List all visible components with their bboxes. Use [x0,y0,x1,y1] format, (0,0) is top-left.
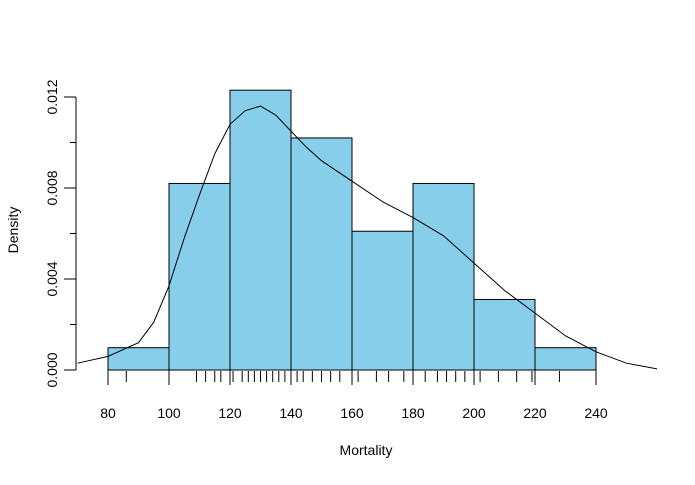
x-tick-label: 220 [523,405,547,421]
x-tick-label: 240 [584,405,608,421]
histogram-bar-220-240 [534,347,597,371]
histogram-bar-120-140 [229,89,292,371]
histogram-bar-100-120 [168,182,231,371]
x-tick-label: 180 [401,405,425,421]
histogram-bar-160-180 [351,230,414,371]
x-tick-label: 80 [100,405,116,421]
x-axis: 80 100 120 140 160 180 200 220 240 [100,369,608,421]
histogram-bar-80-100 [107,347,170,371]
x-tick-label: 100 [157,405,181,421]
y-axis: 0.000 0.004 0.008 0.012 [44,79,77,388]
x-tick-label: 200 [462,405,486,421]
density-curve-layer [77,105,658,370]
histogram-bar-180-200 [412,182,475,371]
y-tick-label: 0.000 [44,352,60,387]
y-tick-label: 0.004 [44,261,60,296]
density-curve-line [77,105,658,370]
y-axis-title: Density [5,207,21,254]
x-tick-label: 160 [340,405,364,421]
rug-layer [125,371,560,382]
x-tick-label: 120 [218,405,242,421]
histogram-bar-140-160 [290,137,353,371]
histogram-bar-200-220 [473,298,536,371]
x-tick-label: 140 [279,405,303,421]
y-tick-label: 0.008 [44,170,60,205]
y-tick-label: 0.012 [44,79,60,114]
x-axis-title: Mortality [340,442,393,458]
bars-layer [107,89,597,371]
